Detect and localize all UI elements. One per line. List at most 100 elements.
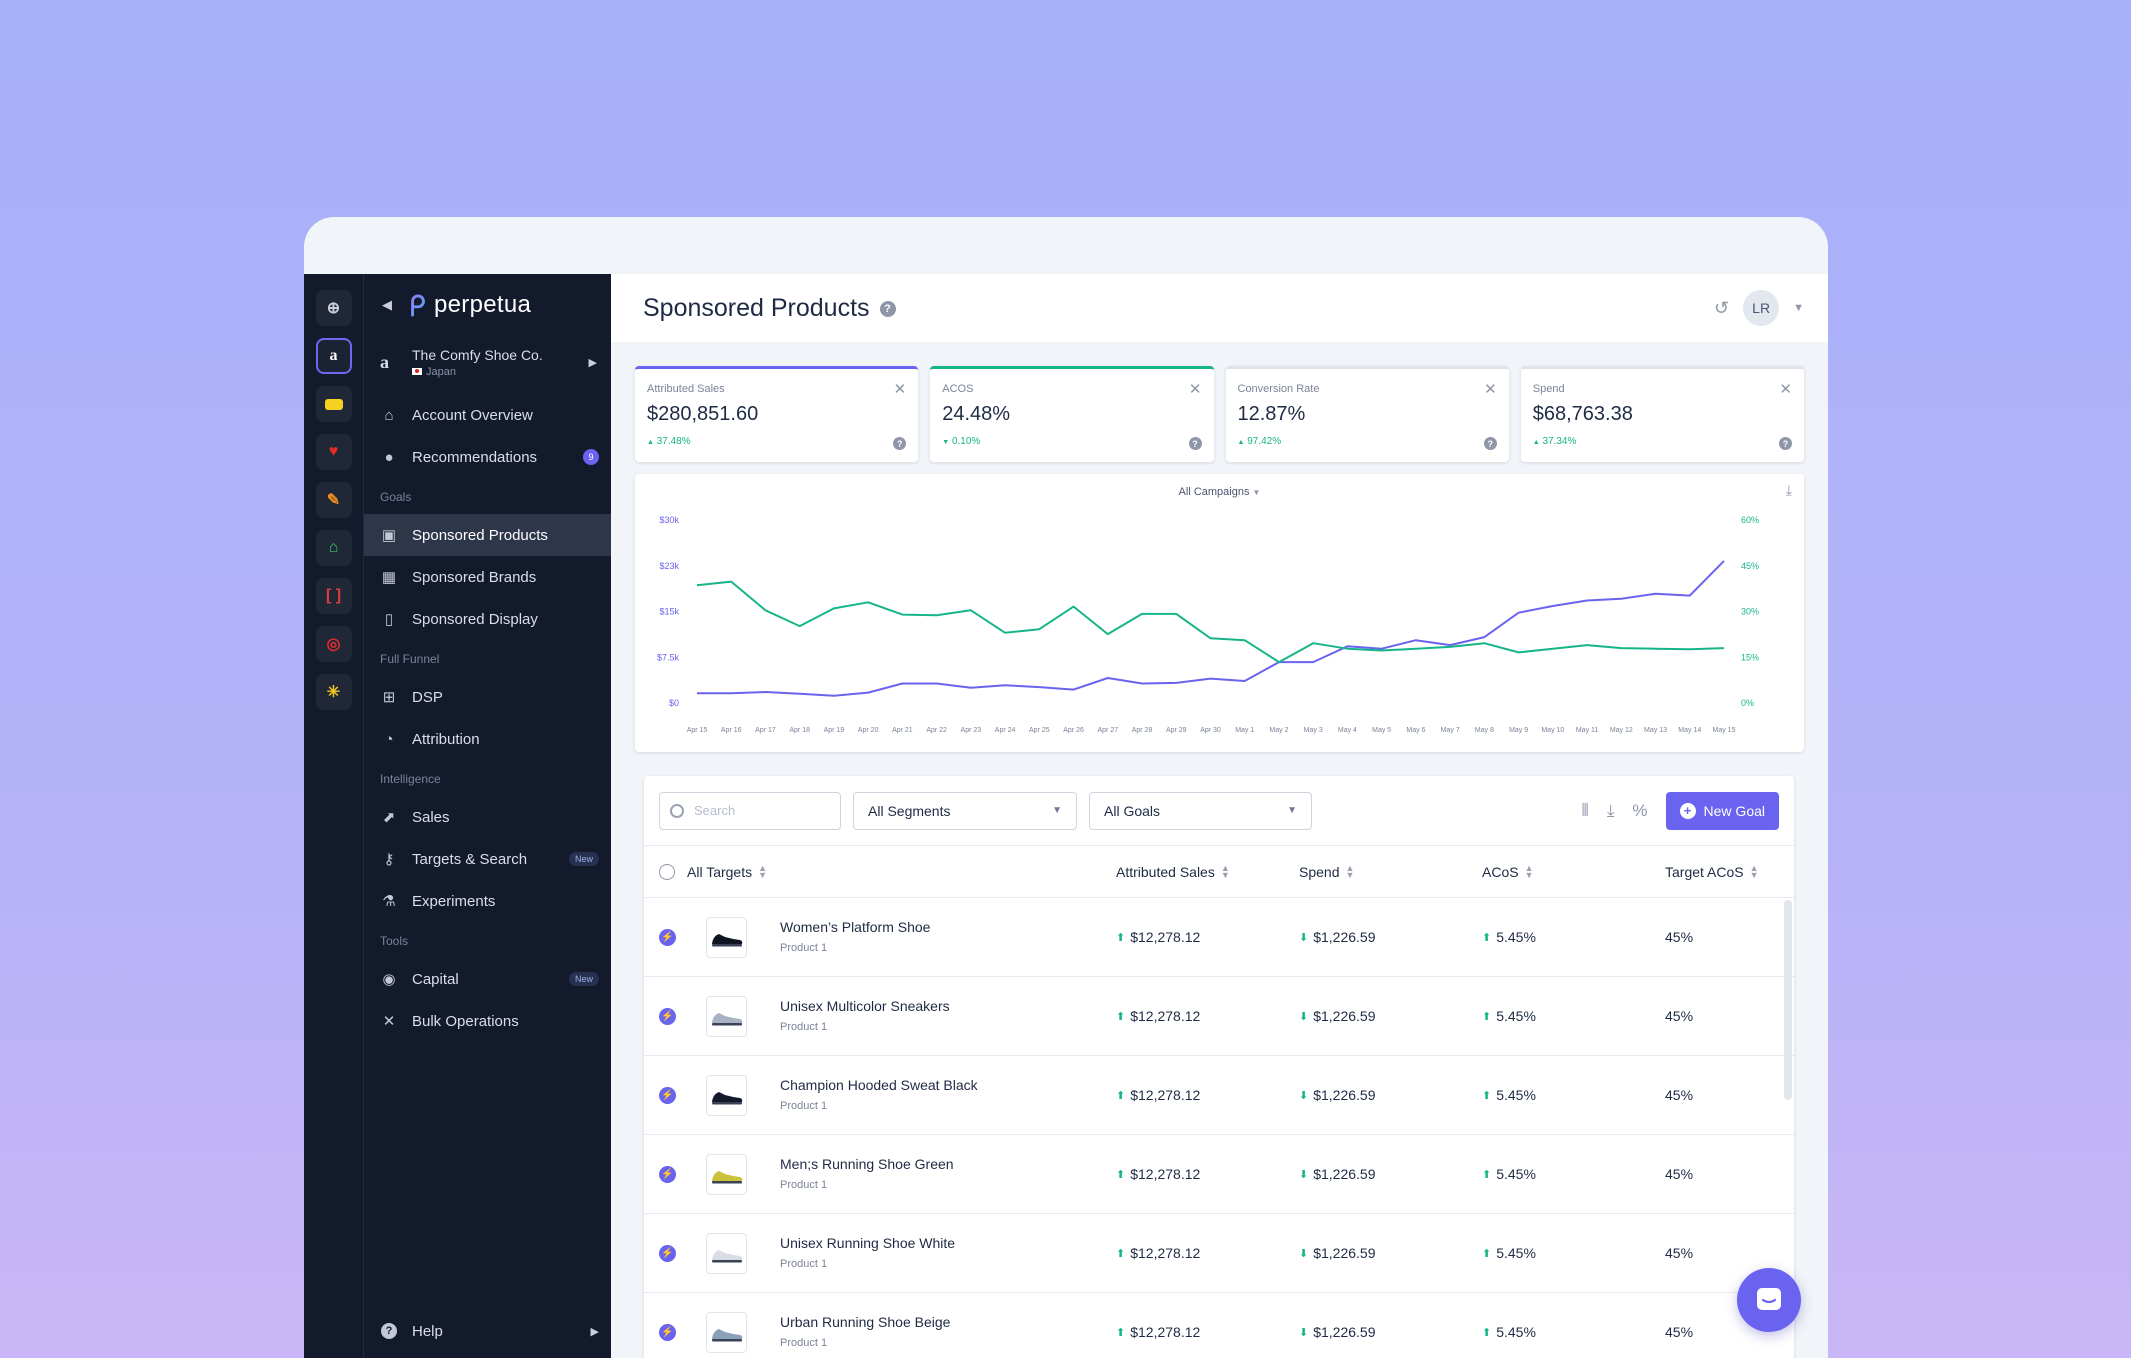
nav-capital[interactable]: ◉ Capital New <box>364 958 611 1000</box>
help-icon[interactable]: ? <box>879 300 896 317</box>
kpi-delta: ▼ 0.10% <box>942 436 981 447</box>
table-row[interactable]: ⚡ Champion Hooded Sweat Black Product 1 ⬆ $1… <box>644 1056 1794 1135</box>
section-intelligence: Intelligence <box>380 772 441 786</box>
nav-sponsored-display[interactable]: ▯ Sponsored Display <box>364 598 611 640</box>
table-row[interactable]: ⚡ Women’s Platform Shoe Product 1 ⬆ $12,278.… <box>644 898 1794 977</box>
account-switcher[interactable]: a The Comfy Shoe Co. Japan ▶ <box>364 336 611 388</box>
help-icon[interactable]: ? <box>1188 437 1202 450</box>
bolt-icon[interactable]: ⚡ <box>659 1008 676 1025</box>
nav-sponsored-products[interactable]: ▣ Sponsored Products <box>364 514 611 556</box>
table-row[interactable]: ⚡ Men;s Running Shoe Green Product 1 ⬆ $12,2… <box>644 1135 1794 1214</box>
th-spend[interactable]: Spend ▲ ▼ <box>1299 862 1355 880</box>
close-icon[interactable]: ✕ <box>1188 381 1202 398</box>
series-line-1 <box>696 580 1725 664</box>
close-icon[interactable]: ✕ <box>1779 381 1792 398</box>
add-integration-icon[interactable]: ⊕ <box>315 290 352 326</box>
th-sales[interactable]: Attributed Sales ▲ ▼ <box>1116 862 1230 880</box>
amazon-icon[interactable]: a <box>315 338 352 374</box>
logo-row: ◀ perpetua <box>364 274 611 336</box>
percent-toggle[interactable]: % <box>1632 800 1648 820</box>
product-name[interactable]: Unisex Multicolor Sneakers <box>780 998 950 1014</box>
select-all-radio[interactable] <box>659 863 675 880</box>
cell-target-acos: 45% <box>1665 1008 1694 1024</box>
kpi-card[interactable]: Conversion Rate 12.87% ▲ 97.42% ✕? <box>1225 366 1509 462</box>
help-icon[interactable]: ? <box>1483 437 1497 450</box>
nav-targets-search[interactable]: ⚷ Targets & Search New <box>364 838 611 880</box>
product-name[interactable]: Urban Running Shoe Beige <box>780 1314 951 1330</box>
x-tick-label: May 9 <box>1509 727 1528 734</box>
columns-icon[interactable]: ⦀ <box>1581 800 1589 820</box>
nav-attribution[interactable]: ◔ Attribution <box>364 718 611 760</box>
product-name[interactable]: Women’s Platform Shoe <box>780 919 931 935</box>
x-tick-label: Apr 25 <box>1029 727 1050 734</box>
coin-icon: ◉ <box>382 971 396 988</box>
sort-icon[interactable]: ▲ ▼ <box>758 862 768 880</box>
table-row[interactable]: ⚡ Urban Running Shoe Beige Product 1 ⬆ $12,2… <box>644 1293 1794 1358</box>
help-icon: ? <box>380 1322 398 1340</box>
nav-help[interactable]: ? Help ▶ <box>364 1310 611 1352</box>
th-target-acos[interactable]: Target ACoS ▲ ▼ <box>1665 862 1759 880</box>
close-icon[interactable]: ✕ <box>1484 381 1497 398</box>
collapse-sidebar-icon[interactable]: ◀ <box>382 297 392 312</box>
campaign-filter[interactable]: All Campaigns ▼ <box>1178 486 1261 498</box>
th-acos[interactable]: ACoS ▲ ▼ <box>1482 862 1534 880</box>
bag-icon[interactable]: ⌂ <box>315 530 352 566</box>
yellow-tag-icon[interactable] <box>315 386 352 422</box>
product-name[interactable]: Men;s Running Shoe Green <box>780 1156 954 1172</box>
table-body: ⚡ Women’s Platform Shoe Product 1 ⬆ $12,278.… <box>644 898 1794 1358</box>
arrow-down-icon: ⬇ <box>1299 1247 1309 1260</box>
product-name[interactable]: Champion Hooded Sweat Black <box>780 1077 978 1093</box>
download-icon[interactable]: ⤓ <box>1606 800 1615 820</box>
bolt-icon[interactable]: ⚡ <box>659 1324 676 1341</box>
table-row[interactable]: ⚡ Unisex Running Shoe White Product 1 ⬆ $12,… <box>644 1214 1794 1293</box>
x-tick-label: Apr 16 <box>721 727 742 734</box>
bolt-icon[interactable]: ⚡ <box>659 1087 676 1104</box>
history-icon[interactable]: ↺ <box>1714 297 1730 318</box>
display-icon: ▯ <box>384 611 394 628</box>
sort-icon[interactable]: ▲ ▼ <box>1749 862 1759 880</box>
goals-select[interactable]: All Goals ▼ <box>1089 791 1312 830</box>
bolt-icon[interactable]: ⚡ <box>659 1166 676 1183</box>
sort-icon[interactable]: ▲ ▼ <box>1220 862 1230 880</box>
sort-icon[interactable]: ▲ ▼ <box>1345 862 1355 880</box>
nav-sales[interactable]: ⬈ Sales <box>364 796 611 838</box>
japan-flag-icon <box>412 368 422 376</box>
heart-icon[interactable]: ♥ <box>315 434 352 470</box>
th-targets[interactable]: All Targets ▲ ▼ <box>659 862 768 880</box>
kpi-card[interactable]: ACOS 24.48% ▼ 0.10% ✕? <box>930 366 1214 462</box>
spark-icon[interactable]: ✳ <box>315 674 352 710</box>
product-name[interactable]: Unisex Running Shoe White <box>780 1235 956 1251</box>
avatar[interactable]: LR <box>1743 290 1780 326</box>
sort-icon[interactable]: ▲ ▼ <box>1524 862 1534 880</box>
section-goals: Goals <box>380 490 412 504</box>
nav-recommendations[interactable]: ● Recommendations 9 <box>364 436 611 478</box>
search-box[interactable] <box>659 791 841 830</box>
kpi-card[interactable]: Attributed Sales $280,851.60 ▲ 37.48% ✕? <box>635 366 919 462</box>
download-icon[interactable]: ⤓ <box>1785 482 1792 498</box>
bolt-icon[interactable]: ⚡ <box>659 1245 676 1262</box>
bolt-icon[interactable]: ⚡ <box>659 929 676 946</box>
section-tools: Tools <box>380 934 409 948</box>
nav-dsp[interactable]: ⊞ DSP <box>364 676 611 718</box>
carrot-icon[interactable]: ✎ <box>315 482 352 518</box>
arrow-down-icon: ⬇ <box>1299 1326 1309 1339</box>
chevron-down-icon[interactable]: ▼ <box>1793 302 1804 314</box>
nav-account-overview[interactable]: ⌂ Account Overview <box>364 394 611 436</box>
new-goal-button[interactable]: + New Goal <box>1665 791 1779 830</box>
nav-sponsored-brands[interactable]: ▦ Sponsored Brands <box>364 556 611 598</box>
table-scrollbar[interactable] <box>1784 900 1792 1100</box>
help-icon[interactable]: ? <box>1779 437 1792 450</box>
kpi-card[interactable]: Spend $68,763.38 ▲ 37.34% ✕? <box>1520 366 1804 462</box>
target-icon[interactable]: ◎ <box>315 626 352 662</box>
table-row[interactable]: ⚡ Unisex Multicolor Sneakers Product 1 ⬆ $12… <box>644 977 1794 1056</box>
nav-experiments[interactable]: ⚗ Experiments <box>364 880 611 922</box>
search-input[interactable] <box>694 803 824 818</box>
help-icon[interactable]: ? <box>893 437 907 450</box>
nav-label: Capital <box>412 970 459 988</box>
nav-bulk-operations[interactable]: ✕ Bulk Operations <box>364 1000 611 1042</box>
brackets-icon[interactable]: [ ] <box>315 578 352 614</box>
close-icon[interactable]: ✕ <box>893 381 907 398</box>
segments-select[interactable]: All Segments ▼ <box>853 791 1077 830</box>
chat-launcher-button[interactable] <box>1737 1268 1801 1332</box>
nav-label: Recommendations <box>412 448 538 466</box>
